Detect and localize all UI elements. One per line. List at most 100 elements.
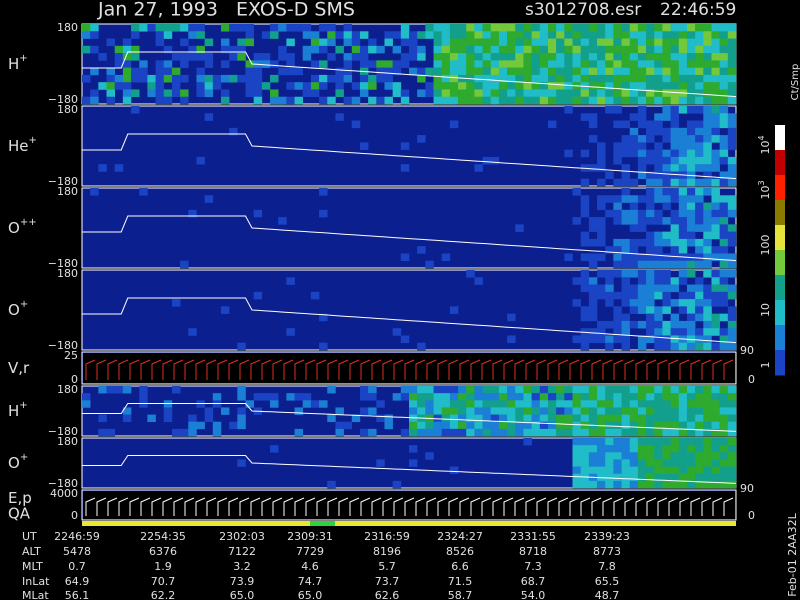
spectrogram-cell xyxy=(727,335,737,344)
spectrogram-cell xyxy=(106,96,115,105)
sawtooth xyxy=(327,359,338,380)
spectrogram-cell xyxy=(531,67,541,76)
spectrogram-cell xyxy=(220,96,230,105)
spectrogram-cell xyxy=(654,38,663,47)
spectrogram-cell xyxy=(629,142,639,150)
spectrogram-cell xyxy=(515,38,524,47)
spectrogram-cell xyxy=(515,67,524,76)
spectrogram-cell xyxy=(597,238,606,247)
spectrogram-cell xyxy=(719,171,729,180)
spectrogram-cell xyxy=(695,178,704,187)
title: Jan 27, 1993 EXOS-D SMS xyxy=(97,0,355,21)
spectrogram-cell xyxy=(171,82,181,90)
spectrogram-cell xyxy=(433,67,442,76)
spectrogram-cell xyxy=(237,53,246,61)
spectrogram-cell xyxy=(719,459,729,467)
spectrogram-cell xyxy=(695,195,704,203)
spectrogram-cell xyxy=(686,400,696,408)
spectrogram-cell xyxy=(294,24,304,32)
spectrogram-cell xyxy=(662,445,671,453)
spectrogram-cell xyxy=(637,96,647,105)
spectrogram-cell xyxy=(580,96,590,105)
spectrogram-cell xyxy=(131,89,140,98)
spectrogram-cell xyxy=(719,277,729,285)
spectrogram-cell xyxy=(695,400,704,408)
spectrogram-cell xyxy=(637,195,647,203)
spectrogram-cell xyxy=(261,393,271,401)
spectrogram-cell xyxy=(482,38,492,47)
spectrogram-cell xyxy=(547,96,557,105)
spectrogram-cell xyxy=(719,53,729,61)
spectrogram-cell xyxy=(482,414,492,423)
spectrogram-cell xyxy=(613,24,622,32)
spectrogram-cell xyxy=(621,135,631,143)
spectrogram-cell xyxy=(155,31,165,39)
spectrogram-cell xyxy=(621,24,631,32)
axis-label-bottom: 0 xyxy=(71,509,78,522)
spectrogram-cell xyxy=(678,393,688,401)
colorbar-label: 1 xyxy=(759,362,772,369)
spectrogram-cell xyxy=(654,45,663,54)
sawtooth xyxy=(514,497,525,516)
spectrogram-cell xyxy=(711,428,720,437)
spectrogram-cell xyxy=(662,74,671,83)
spectrogram-cell xyxy=(711,195,720,203)
spectrogram-cell xyxy=(196,24,205,32)
spectrogram-cell xyxy=(662,164,671,172)
spectrogram-cell xyxy=(703,96,712,105)
spectrogram-cell xyxy=(727,135,737,143)
spectrogram-cell xyxy=(196,53,205,61)
spectrogram-cell xyxy=(686,120,696,129)
colorbar-label-exp: 3 xyxy=(757,180,766,185)
spectrogram-cell xyxy=(572,459,581,467)
spectrogram-cell xyxy=(449,421,459,430)
spectrogram-cell xyxy=(637,217,647,225)
spectrogram-cell xyxy=(703,209,712,218)
spectrogram-cell xyxy=(359,393,369,401)
spectrogram-cell xyxy=(695,224,704,232)
spectrogram-cell xyxy=(180,74,189,83)
spectrogram-cell xyxy=(114,164,124,172)
spectrogram-cell xyxy=(319,82,328,90)
spectrogram-cell xyxy=(523,438,532,446)
spectrogram-cell xyxy=(417,407,426,415)
spectrogram-cell xyxy=(343,24,353,32)
spectrogram-cell xyxy=(270,89,279,98)
spectrogram-cell xyxy=(597,164,606,172)
spectrogram-cell xyxy=(515,224,524,232)
spectrogram-cell xyxy=(547,31,557,39)
spectrogram-cell xyxy=(711,202,720,211)
spectrogram-cell xyxy=(629,246,639,254)
spectrogram-cell xyxy=(719,270,729,278)
spectrogram-cell xyxy=(637,113,647,121)
spectrogram-cell xyxy=(376,60,385,68)
spectrogram-cell xyxy=(703,164,712,172)
spectrogram-cell xyxy=(703,178,712,187)
spectrogram-cell xyxy=(253,393,263,401)
spectrogram-cell xyxy=(727,328,737,336)
spectrogram-cell xyxy=(670,393,680,401)
spectrogram-cell xyxy=(678,202,688,211)
spectrogram-cell xyxy=(409,45,418,54)
spectrogram-cell xyxy=(646,291,655,300)
spectrogram-cell xyxy=(220,407,230,415)
spectrogram-cell xyxy=(294,96,304,105)
spectrogram-cell xyxy=(629,291,639,300)
spectrogram-cell xyxy=(629,407,639,415)
spectrogram-cell xyxy=(727,291,737,300)
spectrogram-cell xyxy=(727,428,737,437)
spectrogram-cell xyxy=(155,89,165,98)
spectrogram-cell xyxy=(155,74,165,83)
spectrogram-cell xyxy=(531,45,541,54)
spectrogram-cell xyxy=(474,60,483,68)
spectrogram-cell xyxy=(629,82,639,90)
cell: 65.0 xyxy=(230,589,255,600)
spectrogram-cell xyxy=(449,306,459,314)
spectrogram-cell xyxy=(139,74,148,83)
spectrogram-cell xyxy=(466,67,475,76)
spectrogram-cell xyxy=(139,188,148,196)
spectrogram-cell xyxy=(474,31,483,39)
spectrogram-cell xyxy=(695,106,704,114)
spectrogram-cell xyxy=(727,313,737,322)
spectrogram-cell xyxy=(204,113,214,121)
